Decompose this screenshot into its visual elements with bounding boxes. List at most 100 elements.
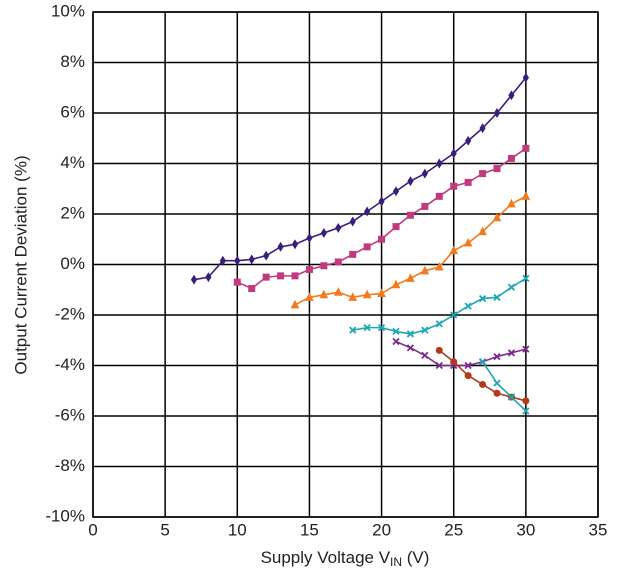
marker [363, 243, 371, 251]
marker [248, 284, 256, 292]
marker [421, 202, 429, 210]
marker [349, 216, 356, 227]
marker [263, 250, 270, 261]
marker [450, 182, 458, 190]
marker [407, 176, 414, 187]
marker [522, 345, 530, 353]
marker [521, 191, 531, 200]
marker [406, 344, 415, 352]
marker [507, 283, 516, 291]
marker [493, 379, 501, 387]
marker [478, 358, 487, 366]
marker [436, 158, 443, 169]
marker [349, 250, 357, 258]
x-axis-label-unit: (V) [402, 548, 429, 567]
marker [464, 178, 472, 186]
marker [378, 196, 385, 207]
marker [493, 353, 501, 361]
marker [406, 273, 415, 282]
marker [377, 323, 386, 332]
marker [421, 351, 429, 360]
x-tick-label: 25 [444, 520, 463, 539]
marker [478, 294, 487, 303]
marker [464, 372, 472, 380]
marker [508, 90, 515, 101]
marker [507, 198, 516, 208]
x-tick-label: 30 [516, 520, 535, 539]
marker [248, 254, 255, 265]
marker [277, 241, 284, 252]
marker [450, 148, 457, 159]
x-tick-label: 20 [372, 520, 391, 539]
x-tick-label: 10 [228, 520, 247, 539]
marker [463, 237, 473, 247]
y-tick-label: -2% [55, 304, 85, 323]
marker [493, 389, 501, 397]
marker [479, 380, 487, 388]
x-tick-label: 35 [589, 520, 608, 539]
marker [319, 289, 329, 299]
marker [493, 293, 501, 301]
marker [392, 223, 400, 231]
marker [465, 135, 472, 146]
marker [362, 289, 372, 299]
marker [421, 168, 428, 179]
marker [392, 337, 400, 346]
x-tick-label: 0 [88, 520, 97, 539]
x-tick-label: 15 [300, 520, 319, 539]
marker [522, 274, 530, 283]
marker [435, 361, 443, 370]
marker [507, 393, 516, 401]
marker [334, 258, 342, 266]
y-tick-label: 8% [60, 52, 85, 71]
marker [205, 272, 212, 283]
series-line [395, 340, 527, 367]
marker [364, 206, 371, 217]
marker [348, 292, 358, 301]
marker [479, 123, 486, 134]
marker [522, 144, 530, 152]
marker [291, 272, 299, 280]
y-tick-label: 6% [60, 102, 85, 121]
marker [464, 302, 472, 310]
marker [392, 327, 400, 336]
marker [262, 273, 270, 281]
marker [320, 262, 328, 270]
marker [219, 255, 226, 266]
marker [434, 261, 444, 271]
marker [507, 154, 515, 162]
marker [306, 233, 313, 243]
marker [478, 226, 487, 236]
marker [291, 239, 299, 250]
marker [290, 299, 300, 309]
marker [493, 165, 501, 173]
marker [464, 361, 472, 370]
x-axis-label-sub: IN [390, 555, 402, 569]
y-tick-label: 2% [60, 203, 85, 222]
marker [349, 326, 357, 334]
marker [406, 211, 414, 219]
y-tick-label: -10% [45, 506, 85, 525]
y-tick-label: 0% [60, 254, 85, 273]
marker [449, 245, 459, 255]
x-axis-label: Supply Voltage VIN (V) [261, 548, 430, 569]
marker [435, 346, 443, 354]
marker [392, 186, 400, 197]
marker [305, 292, 314, 301]
marker [378, 235, 386, 243]
marker [522, 397, 530, 405]
marker [450, 358, 458, 366]
series-line [481, 361, 527, 412]
marker [522, 407, 530, 415]
y-tick-label: 10% [51, 1, 85, 20]
x-tick-label: 5 [160, 520, 169, 539]
marker [421, 326, 429, 334]
x-axis-label-main: Supply Voltage V [261, 548, 391, 567]
marker [320, 227, 327, 238]
marker [377, 288, 386, 298]
marker [522, 72, 529, 83]
marker [234, 255, 241, 266]
marker [435, 192, 443, 200]
marker [333, 287, 343, 296]
marker [420, 265, 430, 275]
